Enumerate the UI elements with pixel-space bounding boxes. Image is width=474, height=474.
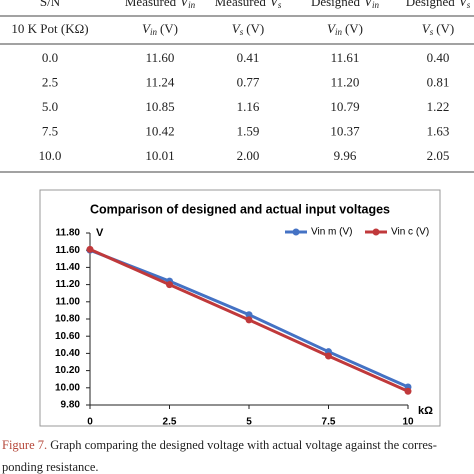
table-cell: 11.24: [146, 74, 175, 89]
table-cell: 1.16: [237, 99, 260, 114]
cell-text: Designed: [311, 0, 361, 9]
cell-text: Designed: [406, 0, 456, 9]
table-cell: S/N: [40, 0, 61, 9]
y-tick-label: 11.00: [56, 296, 81, 307]
x-tick-label: 5: [246, 417, 252, 428]
table-cell: 1.59: [237, 123, 260, 138]
y-tick-label: 10.60: [55, 331, 80, 342]
subscript: in: [150, 27, 158, 37]
subscript: s: [467, 0, 471, 10]
y-tick-label: 10.40: [55, 348, 80, 359]
cell-text: (V): [345, 21, 363, 36]
table-cell: 0.41: [237, 50, 260, 65]
table-cell: 0.40: [427, 50, 450, 65]
data-point: [245, 316, 253, 324]
legend-label: Vin m (V): [311, 227, 353, 238]
y-tick-label: 11.20: [56, 279, 81, 290]
symbol: V: [232, 21, 242, 36]
y-tick-label: 10.80: [55, 314, 80, 325]
cell-text: (V): [160, 21, 178, 36]
legend-marker: [372, 228, 380, 236]
data-point: [325, 352, 332, 360]
table-cell: 10.01: [145, 148, 174, 163]
caption-text: ponding resistance.: [2, 460, 99, 474]
symbol: V: [327, 21, 337, 36]
table-cell: Vin (V): [142, 21, 178, 37]
subscript: in: [372, 0, 380, 10]
table-cell: 2.05: [427, 148, 450, 163]
table-cell: 1.22: [427, 99, 450, 114]
table-cell: 10 K Pot (KΩ): [11, 21, 88, 36]
legend-label: Vin c (V): [391, 227, 429, 238]
symbol: V: [270, 0, 280, 9]
table-cell: Vs (V): [422, 21, 455, 37]
table-cell: Vin (V): [327, 21, 363, 37]
caption: Figure 7. Graph comparing the designed v…: [2, 438, 437, 452]
table-cell: 10.0: [39, 148, 62, 163]
cell-text: (V): [436, 21, 454, 36]
symbol: V: [364, 0, 374, 9]
cell-text: (V): [246, 21, 264, 36]
data-point: [404, 387, 412, 395]
x-tick-label: 2.5: [163, 417, 177, 428]
cell-text: Measured: [125, 0, 177, 9]
table-cell: 10.85: [145, 99, 174, 114]
table-cell: 9.96: [334, 148, 357, 163]
caption-text: Graph comparing the designed voltage wit…: [50, 438, 437, 452]
x-tick-label: 10: [402, 417, 414, 428]
table-cell: 11.60: [146, 50, 175, 65]
table-cell: 2.5: [42, 74, 58, 89]
y-axis-label: V: [96, 227, 104, 239]
y-tick-label: 9.80: [61, 400, 81, 411]
cell-text: Measured: [215, 0, 267, 9]
table-cell: Designed Vin: [311, 0, 380, 10]
y-tick-label: 11.40: [56, 262, 81, 273]
cell-text: 10 K Pot (KΩ): [11, 21, 88, 36]
symbol: V: [142, 21, 152, 36]
subscript: in: [335, 27, 343, 37]
y-tick-label: 11.60: [56, 245, 81, 256]
chart-frame: [39, 189, 441, 427]
table-cell: 0.0: [42, 50, 58, 65]
table-cell: 5.0: [42, 99, 58, 114]
table-cell: Measured Vin: [125, 0, 196, 10]
table-cell: 10.42: [145, 123, 174, 138]
table-cell: 10.37: [330, 123, 360, 138]
x-tick-label: 0: [87, 417, 93, 428]
table-cell: 7.5: [42, 123, 58, 138]
chart-title: Comparison of designed and actual input …: [90, 202, 390, 216]
subscript: in: [188, 0, 196, 10]
table-cell: 10.79: [330, 99, 359, 114]
table-cell: 1.63: [427, 123, 450, 138]
table-cell: Measured Vs: [215, 0, 282, 10]
subscript: s: [240, 27, 244, 37]
y-tick-label: 11.80: [56, 228, 81, 239]
data-point: [166, 281, 173, 289]
symbol: V: [459, 0, 469, 9]
cell-text: S/N: [40, 0, 61, 9]
symbol: V: [422, 21, 432, 36]
y-tick-label: 10.00: [55, 382, 80, 393]
table-cell: Vs (V): [232, 21, 265, 37]
table-cell: 0.77: [237, 74, 260, 89]
y-tick-label: 10.20: [55, 365, 80, 376]
table-cell: 11.20: [331, 74, 360, 89]
symbol: V: [180, 0, 190, 9]
subscript: s: [278, 0, 282, 10]
caption-label: Figure 7.: [2, 438, 47, 452]
table-cell: 2.00: [237, 148, 260, 163]
table-cell: Designed Vs: [406, 0, 471, 10]
x-axis-label: kΩ: [418, 405, 433, 417]
data-point: [245, 311, 253, 319]
data-point: [86, 245, 94, 253]
table-cell: 11.61: [331, 50, 360, 65]
subscript: s: [430, 27, 434, 37]
legend-marker: [292, 228, 300, 236]
table-cell: 0.81: [427, 74, 450, 89]
x-tick-label: 7.5: [322, 417, 336, 428]
